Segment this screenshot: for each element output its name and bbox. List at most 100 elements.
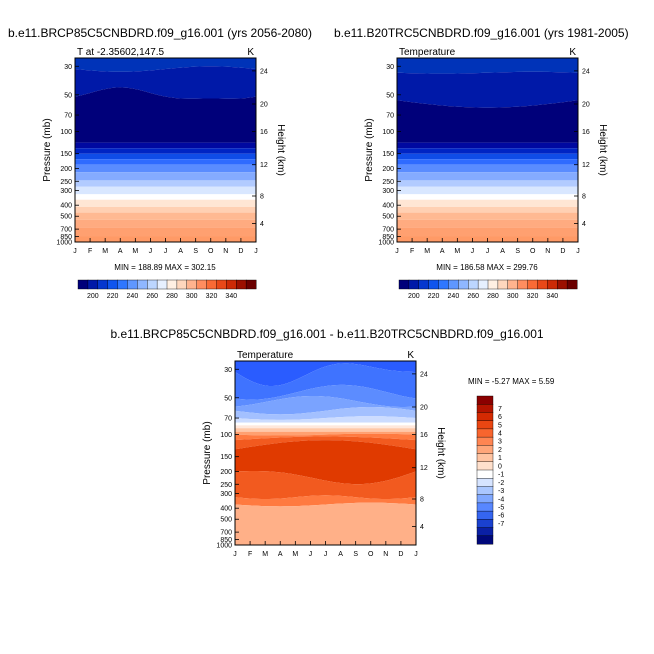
colorbar-swatch	[476, 436, 494, 446]
contour-band	[75, 142, 256, 149]
colorbar-label: 340	[546, 293, 558, 300]
contour-band	[235, 384, 416, 407]
colorbar-swatch	[147, 279, 158, 290]
height-tick-label: 12	[582, 162, 590, 169]
units-label: K	[247, 47, 254, 58]
colorbar-label: 5	[498, 422, 502, 429]
month-tick-label: N	[383, 551, 388, 558]
colorbar-label: 240	[448, 293, 460, 300]
height-tick-label: 8	[260, 194, 264, 201]
colorbar-swatch	[476, 478, 494, 487]
contour-band	[235, 433, 416, 441]
month-tick-label: J	[164, 248, 168, 255]
height-tick-label: 20	[582, 102, 590, 109]
colorbar-swatch	[176, 279, 188, 290]
chart-title: b.e11.BRCP85C5CNBDRD.f09_g16.001 (yrs 20…	[8, 26, 312, 40]
pressure-tick-label: 70	[64, 113, 72, 120]
height-tick-label: 16	[260, 129, 268, 136]
contour-band	[75, 180, 256, 187]
y-axis-right-label: Height (km)	[275, 124, 286, 176]
pressure-tick-label: 150	[220, 454, 232, 461]
contour-band	[397, 153, 578, 160]
colorbar-swatch	[476, 404, 494, 413]
colorbar-swatch	[557, 279, 568, 290]
month-tick-label: D	[238, 248, 243, 255]
month-tick-label: N	[223, 248, 228, 255]
pressure-tick-label: 70	[224, 416, 232, 423]
colorbar-swatch	[477, 279, 489, 290]
height-tick-label: 8	[420, 497, 424, 504]
contour-band	[397, 207, 578, 213]
colorbar-label: 280	[487, 293, 499, 300]
colorbar-swatch	[438, 279, 449, 290]
month-tick-label: J	[324, 551, 328, 558]
colorbar-label: -6	[498, 513, 504, 520]
contour-band	[235, 431, 416, 436]
pressure-tick-label: 500	[60, 214, 72, 221]
colorbar-swatch	[476, 395, 494, 405]
colorbar-label: 300	[186, 293, 198, 300]
colorbar-label: -4	[498, 496, 504, 503]
colorbar-swatch	[476, 469, 494, 479]
height-tick-label: 20	[420, 405, 428, 412]
contour-band	[397, 100, 578, 143]
contour-band	[235, 363, 416, 400]
month-tick-label: J	[73, 248, 77, 255]
colorbar-swatch	[537, 279, 548, 290]
colorbar-label: 4	[498, 431, 502, 438]
colorbar-label: -7	[498, 521, 504, 528]
colorbar-swatch	[216, 279, 227, 290]
colorbar-swatch	[476, 486, 494, 496]
month-tick-label: S	[515, 248, 520, 255]
pressure-tick-label: 400	[382, 203, 394, 210]
contour-band	[397, 186, 578, 195]
contour-band	[235, 396, 416, 415]
contour-band	[235, 440, 416, 485]
y-axis-right-label: Height (km)	[435, 427, 446, 479]
contour-band	[397, 172, 578, 181]
contour-band	[75, 172, 256, 181]
pressure-tick-label: 50	[64, 92, 72, 99]
month-tick-label: S	[193, 248, 198, 255]
colorbar-swatch	[408, 279, 420, 290]
colorbar-swatch	[476, 445, 494, 455]
contour-band	[397, 227, 578, 237]
colorbar-swatch	[547, 279, 558, 290]
y-axis-label: Pressure (mb)	[202, 421, 213, 484]
pressure-tick-label: 700	[382, 227, 394, 234]
contour-band	[75, 194, 256, 200]
month-tick-label: J	[254, 248, 258, 255]
colorbar-swatch	[97, 279, 109, 290]
colorbar-label: 320	[527, 293, 539, 300]
month-tick-label: A	[500, 248, 505, 255]
pressure-tick-label: 500	[382, 214, 394, 221]
contour-band	[235, 361, 416, 386]
month-tick-label: D	[560, 248, 565, 255]
colorbar-label: 260	[146, 293, 158, 300]
month-tick-label: J	[414, 551, 418, 558]
colorbar-swatch	[245, 279, 257, 290]
pressure-tick-label: 500	[220, 517, 232, 524]
height-tick-label: 24	[260, 68, 268, 75]
contour-band	[397, 159, 578, 165]
y-axis-label: Pressure (mb)	[364, 118, 375, 181]
colorbar-swatch	[476, 453, 494, 463]
contour-band	[397, 142, 578, 149]
contour-band	[75, 186, 256, 195]
pressure-tick-label: 1000	[56, 240, 72, 247]
month-tick-label: O	[208, 248, 214, 255]
contour-band	[397, 194, 578, 200]
colorbar-swatch	[476, 461, 494, 471]
height-tick-label: 4	[420, 524, 424, 531]
height-tick-label: 8	[582, 194, 586, 201]
contour-band	[397, 180, 578, 187]
colorbar-swatch	[77, 279, 89, 290]
colorbar-swatch	[476, 420, 494, 430]
contour-band	[75, 159, 256, 165]
colorbar-swatch	[476, 527, 494, 537]
colorbar-label: 7	[498, 406, 502, 413]
contour-band	[397, 58, 578, 74]
month-tick-label: J	[309, 551, 313, 558]
pressure-tick-label: 30	[64, 64, 72, 71]
